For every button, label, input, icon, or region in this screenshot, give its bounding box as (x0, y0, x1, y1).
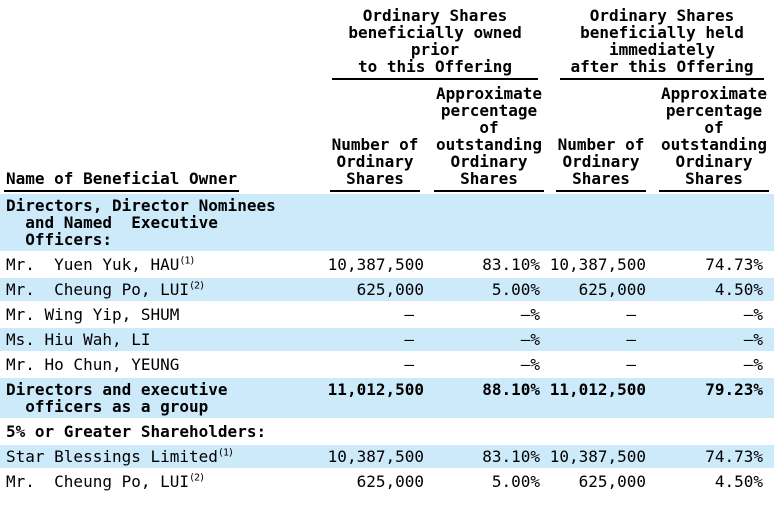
beneficial-owner-name: Directors and executive officers as a gr… (0, 376, 320, 420)
pct-after-value (654, 418, 774, 445)
name-column-header: Name of Beneficial Owner (0, 80, 320, 193)
owner-name-text: Ms. Hiu Wah, LI (6, 330, 151, 349)
beneficial-ownership-table: Ordinary Shares beneficially owned prior… (0, 0, 774, 495)
pct-prior-value: 88.10% (430, 376, 549, 420)
table-row: Ms. Hiu Wah, LI — —% — —% (0, 326, 774, 353)
col-header-shares-prior: Number of Ordinary Shares (320, 80, 430, 193)
pct-after-value (654, 192, 774, 253)
pct-prior-value: —% (430, 326, 549, 353)
shares-prior-value (320, 418, 430, 445)
beneficial-owner-name: 5% or Greater Shareholders: (0, 418, 320, 445)
name-column-header-label: Name of Beneficial Owner (4, 170, 240, 192)
pct-after-value: 74.73% (654, 251, 774, 278)
owner-name-text: Directors, Director Nominees and Named E… (6, 196, 276, 249)
owner-name-text: Mr. Yuen Yuk, HAU (6, 255, 180, 274)
footnote-superscript: (2) (189, 280, 205, 292)
pct-after-value: —% (654, 351, 774, 378)
table-row: Star Blessings Limited(1) 10,387,500 83.… (0, 443, 774, 470)
group-header-prior-label: Ordinary Shares beneficially owned prior… (332, 0, 539, 80)
group-header-row: Ordinary Shares beneficially owned prior… (0, 0, 774, 80)
pct-after-value: 4.50% (654, 468, 774, 495)
owner-name-text: Mr. Ho Chun, YEUNG (6, 355, 180, 374)
shares-after-value: 11,012,500 (548, 376, 655, 420)
owner-name-text: Star Blessings Limited (6, 447, 218, 466)
pct-prior-value: —% (430, 351, 549, 378)
pct-prior-value: —% (430, 301, 549, 328)
pct-after-value: 74.73% (654, 443, 774, 470)
shares-prior-value: 10,387,500 (320, 443, 430, 470)
owner-name-text: Directors and executive officers as a gr… (6, 380, 228, 416)
table-header: Ordinary Shares beneficially owned prior… (0, 0, 774, 193)
col-header-pct-prior: Approximate percentage of outstanding Or… (430, 80, 548, 193)
shares-after-value: 10,387,500 (548, 251, 655, 278)
table-row: Mr. Cheung Po, LUI(2) 625,000 5.00% 625,… (0, 276, 774, 303)
shares-after-value: — (548, 351, 655, 378)
shares-after-value: — (548, 326, 655, 353)
shares-after-value (548, 192, 655, 253)
table-row: 5% or Greater Shareholders: (0, 418, 774, 445)
group-header-after-label: Ordinary Shares beneficially held immedi… (560, 0, 765, 80)
pct-prior-value (430, 192, 549, 253)
column-header-row: Name of Beneficial Owner Number of Ordin… (0, 80, 774, 193)
pct-after-value: —% (654, 301, 774, 328)
group-header-spacer (0, 0, 320, 80)
beneficial-owner-name: Mr. Cheung Po, LUI(2) (0, 468, 320, 495)
col-header-shares-prior-label: Number of Ordinary Shares (329, 136, 421, 192)
shares-prior-value (320, 192, 430, 253)
beneficial-owner-name: Directors, Director Nominees and Named E… (0, 192, 320, 253)
pct-prior-value: 5.00% (430, 276, 549, 303)
shares-prior-value: — (320, 301, 430, 328)
beneficial-owner-name: Star Blessings Limited(1) (0, 443, 320, 470)
pct-prior-value (430, 418, 549, 445)
shares-after-value: 625,000 (548, 276, 655, 303)
table-row: Mr. Ho Chun, YEUNG — —% — —% (0, 351, 774, 378)
shares-after-value: 625,000 (548, 468, 655, 495)
shares-prior-value: — (320, 351, 430, 378)
beneficial-owner-name: Mr. Yuen Yuk, HAU(1) (0, 251, 320, 278)
table-body: Directors, Director Nominees and Named E… (0, 192, 774, 495)
owner-name-text: Mr. Cheung Po, LUI (6, 472, 190, 491)
pct-prior-value: 5.00% (430, 468, 549, 495)
shares-after-value: 10,387,500 (548, 443, 655, 470)
col-header-pct-after-label: Approximate percentage of outstanding Or… (659, 85, 769, 192)
table-row: Directors, Director Nominees and Named E… (0, 192, 774, 253)
group-header-prior: Ordinary Shares beneficially owned prior… (320, 0, 548, 80)
footnote-superscript: (1) (179, 255, 195, 267)
beneficial-owner-name: Mr. Ho Chun, YEUNG (0, 351, 320, 378)
col-header-pct-after: Approximate percentage of outstanding Or… (654, 80, 774, 193)
col-header-shares-after: Number of Ordinary Shares (548, 80, 654, 193)
beneficial-owner-name: Ms. Hiu Wah, LI (0, 326, 320, 353)
shares-prior-value: 11,012,500 (320, 376, 430, 420)
shares-prior-value: — (320, 326, 430, 353)
beneficial-owner-name: Mr. Wing Yip, SHUM (0, 301, 320, 328)
beneficial-owner-name: Mr. Cheung Po, LUI(2) (0, 276, 320, 303)
pct-prior-value: 83.10% (430, 251, 549, 278)
shares-prior-value: 625,000 (320, 468, 430, 495)
pct-after-value: 4.50% (654, 276, 774, 303)
pct-after-value: 79.23% (654, 376, 774, 420)
owner-name-text: 5% or Greater Shareholders: (6, 422, 267, 441)
pct-prior-value: 83.10% (430, 443, 549, 470)
shares-after-value (548, 418, 655, 445)
owner-name-text: Mr. Wing Yip, SHUM (6, 305, 180, 324)
col-header-pct-prior-label: Approximate percentage of outstanding Or… (434, 85, 544, 192)
shares-prior-value: 10,387,500 (320, 251, 430, 278)
table-row: Mr. Cheung Po, LUI(2) 625,000 5.00% 625,… (0, 468, 774, 495)
table-row: Directors and executive officers as a gr… (0, 376, 774, 420)
shares-prior-value: 625,000 (320, 276, 430, 303)
pct-after-value: —% (654, 326, 774, 353)
footnote-superscript: (1) (217, 447, 234, 459)
table-row: Mr. Wing Yip, SHUM — —% — —% (0, 301, 774, 328)
shares-after-value: — (548, 301, 655, 328)
group-header-after: Ordinary Shares beneficially held immedi… (548, 0, 774, 80)
col-header-shares-after-label: Number of Ordinary Shares (555, 136, 647, 192)
footnote-superscript: (2) (189, 472, 205, 484)
owner-name-text: Mr. Cheung Po, LUI (6, 280, 190, 299)
table-row: Mr. Yuen Yuk, HAU(1) 10,387,500 83.10% 1… (0, 251, 774, 278)
